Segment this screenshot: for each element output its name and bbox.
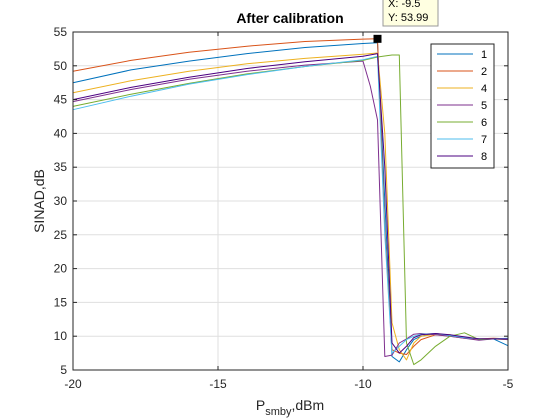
legend-label-6: 6 (481, 117, 487, 129)
datatip-marker[interactable] (373, 34, 382, 43)
y-tick-label: 55 (54, 25, 68, 39)
legend-label-8: 8 (481, 151, 487, 163)
legend-label-5: 5 (481, 100, 487, 112)
datatip-y-label: Y: 53.99 (388, 12, 428, 24)
y-tick-label: 25 (54, 228, 68, 242)
y-axis-label: SINAD,dB (31, 169, 47, 233)
x-axis-label-subscript: smby (265, 406, 292, 418)
y-tick-label: 10 (54, 329, 68, 343)
legend-label-1: 1 (481, 49, 487, 61)
x-tick-label: -15 (209, 377, 227, 391)
x-axis-label-unit: ,dBm (291, 397, 324, 413)
y-tick-label: 40 (54, 126, 68, 140)
series-line-6 (72, 54, 508, 366)
legend-label-2: 2 (481, 66, 487, 78)
series-line-7 (72, 55, 509, 354)
x-axis-label-main: P (256, 397, 265, 413)
series-lines (72, 38, 509, 366)
series-line-8 (72, 53, 508, 354)
x-axis-label: Psmby,dBm (256, 397, 324, 418)
y-tick-label: 30 (54, 194, 68, 208)
x-tick-label: -5 (503, 377, 514, 391)
y-tick-label: 35 (54, 160, 68, 174)
x-tick-label: -10 (354, 377, 372, 391)
datatip-x-label: X: -9.5 (388, 0, 420, 10)
y-tick-label: 45 (54, 93, 68, 107)
legend-label-4: 4 (481, 83, 487, 95)
legend-box (430, 43, 495, 169)
y-tick-label: 15 (54, 295, 68, 309)
y-tick-label: 5 (60, 363, 67, 377)
y-tick-label: 50 (54, 59, 68, 73)
y-tick-label: 20 (54, 262, 68, 276)
legend: 1 2 4 5 6 7 8 (430, 43, 495, 169)
chart-title: After calibration (236, 10, 343, 26)
x-tick-label: -20 (64, 377, 82, 391)
datatip-box (382, 0, 439, 27)
datatip[interactable]: X: -9.5 Y: 53.99 (373, 0, 439, 43)
legend-label-7: 7 (481, 134, 487, 146)
